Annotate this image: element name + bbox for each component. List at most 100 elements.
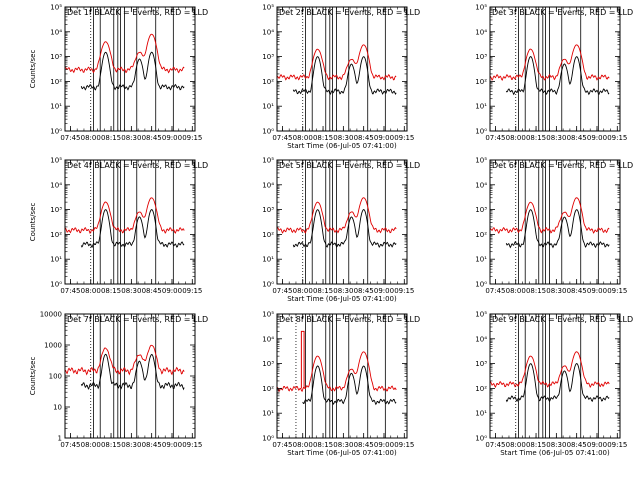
plot-area [490, 7, 610, 131]
x-tick-label: 09:15 [607, 287, 627, 295]
axes-frame [276, 159, 408, 285]
y-tick-label: 10000 [40, 311, 62, 319]
plot-area [65, 160, 185, 284]
y-tick-label: 10¹ [50, 103, 62, 111]
x-tick-label: 08:45 [354, 287, 374, 295]
x-tick-label: 09:00 [374, 134, 394, 142]
y-tick-label: 10⁵ [50, 157, 62, 165]
x-tick-label: 08:15 [526, 287, 546, 295]
y-tick-label: 10¹ [262, 410, 274, 418]
panel-title: Det 2f BLACK = Events, RED = LLD [279, 8, 420, 17]
y-tick-label: 10³ [475, 360, 487, 368]
series-events [302, 365, 397, 406]
axes-frame [276, 313, 408, 439]
y-tick-label: 10² [50, 78, 62, 86]
x-tick-label: 08:00 [293, 441, 313, 449]
x-tick-label: 07:45 [60, 134, 80, 142]
x-tick-label: 09:00 [587, 287, 607, 295]
series-lld [277, 197, 397, 234]
series-events [80, 209, 185, 249]
x-tick-label: 07:45 [485, 441, 505, 449]
x-tick-label: 08:00 [293, 134, 313, 142]
x-tick-label: 08:30 [121, 441, 141, 449]
panel-title: Det 8f BLACK = Events, RED = LLD [279, 315, 420, 324]
y-tick-label: 10¹ [475, 103, 487, 111]
x-tick-label: 09:15 [182, 441, 202, 449]
series-events [505, 56, 610, 96]
y-tick-label: 10¹ [475, 256, 487, 264]
x-tick-label: 08:30 [546, 441, 566, 449]
x-tick-label: 08:15 [101, 441, 121, 449]
x-tick-label: 08:45 [567, 134, 587, 142]
y-axis-label: Counts/sec [29, 203, 37, 242]
y-tick-label: 10³ [50, 53, 62, 61]
y-tick-label: 10⁵ [262, 4, 274, 12]
y-tick-label: 10³ [262, 53, 274, 61]
x-tick-label: 09:00 [162, 287, 182, 295]
x-tick-label: 09:15 [394, 134, 414, 142]
x-tick-label: 08:30 [333, 134, 353, 142]
panel-title: Det 9f BLACK = Events, RED = LLD [492, 315, 633, 324]
series-events [505, 209, 610, 249]
x-tick-label: 08:15 [101, 134, 121, 142]
y-tick-label: 10¹ [50, 256, 62, 264]
panel-det-8: 10⁰ 10¹ 10² 10³ 10⁴ 10⁵ 07:45 08:00 08:15 08:30 08… [262, 311, 420, 458]
x-tick-label: 08:00 [506, 441, 526, 449]
x-tick-label: 09:15 [394, 287, 414, 295]
y-tick-label: 10² [475, 78, 487, 86]
y-tick-label: 1 [58, 435, 62, 443]
y-tick-label: 10¹ [475, 410, 487, 418]
y-axis-label: Counts/sec [29, 50, 37, 89]
x-tick-label: 08:30 [546, 287, 566, 295]
panel-det-6: 10⁰ 10¹ 10² 10³ 10⁴ 10⁵ 07:45 08:00 08:15 08:30 08… [475, 157, 633, 296]
x-tick-label: 07:45 [60, 287, 80, 295]
plot-area [490, 160, 610, 284]
x-tick-label: 08:15 [101, 287, 121, 295]
x-tick-label: 08:30 [546, 134, 566, 142]
panel-det-2: 10⁰ 10¹ 10² 10³ 10⁴ 10⁵ 07:45 08:00 08:15 08:30 08… [262, 4, 420, 151]
series-lld [277, 351, 397, 393]
x-axis-label: Start Time (06-Jul-05 07:41:00) [287, 142, 397, 150]
series-events [292, 56, 397, 95]
panel-det-7: 1 10 100 1000 10000 07:45 08:00 08:15 08:30 08:45… [29, 311, 208, 450]
x-tick-label: 09:00 [162, 441, 182, 449]
y-tick-label: 10⁴ [475, 28, 487, 36]
y-tick-label: 10⁰ [50, 128, 62, 136]
x-tick-label: 08:45 [142, 441, 162, 449]
axes-frame [64, 159, 196, 285]
panel-title: Det 4f BLACK = Events, RED = LLD [67, 161, 208, 170]
y-tick-label: 10² [262, 231, 274, 239]
panel-det-4: 10⁰ 10¹ 10² 10³ 10⁴ 10⁵ 07:45 08:00 08:15 08:30 08… [29, 157, 208, 296]
x-tick-label: 07:45 [272, 441, 292, 449]
y-tick-label: 10⁴ [475, 335, 487, 343]
x-tick-label: 08:15 [526, 441, 546, 449]
x-tick-label: 08:00 [293, 287, 313, 295]
series-lld [490, 351, 610, 389]
y-tick-label: 1000 [44, 342, 62, 350]
panel-det-5: 10⁰ 10¹ 10² 10³ 10⁴ 10⁵ 07:45 08:00 08:15 08:30 08… [262, 157, 420, 304]
x-tick-label: 09:15 [394, 441, 414, 449]
y-tick-label: 10² [475, 385, 487, 393]
x-tick-label: 08:30 [333, 287, 353, 295]
y-tick-label: 10⁵ [262, 311, 274, 319]
x-tick-label: 08:00 [81, 134, 101, 142]
y-tick-label: 10¹ [262, 103, 274, 111]
y-tick-label: 10⁰ [475, 435, 487, 443]
axes-frame [64, 313, 196, 439]
series-events [80, 51, 185, 91]
x-tick-label: 09:15 [182, 134, 202, 142]
x-tick-label: 08:00 [81, 287, 101, 295]
y-tick-label: 10⁰ [262, 128, 274, 136]
plot-area [65, 314, 185, 438]
y-tick-label: 10² [50, 231, 62, 239]
y-tick-label: 10³ [475, 53, 487, 61]
axes-frame [276, 6, 408, 132]
x-tick-label: 08:45 [142, 134, 162, 142]
y-tick-label: 10⁴ [262, 28, 274, 36]
x-tick-label: 07:45 [60, 441, 80, 449]
x-tick-label: 08:45 [354, 441, 374, 449]
y-tick-label: 10² [475, 231, 487, 239]
x-tick-label: 07:45 [485, 134, 505, 142]
panel-title: Det 1f BLACK = Events, RED = LLD [67, 8, 208, 17]
y-tick-label: 100 [49, 373, 62, 381]
